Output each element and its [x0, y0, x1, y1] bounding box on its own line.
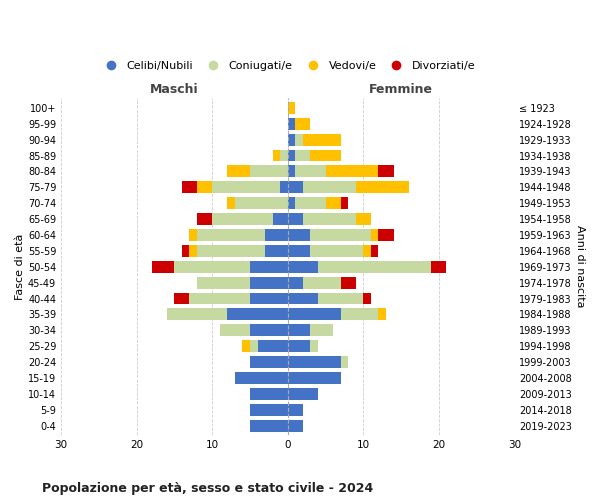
Bar	[280, 182, 288, 194]
Bar	[364, 245, 371, 257]
Text: Maschi: Maschi	[150, 83, 199, 96]
Bar	[250, 166, 288, 177]
Bar	[295, 150, 310, 162]
Bar	[295, 166, 326, 177]
Bar	[310, 245, 364, 257]
Bar	[288, 261, 318, 272]
Bar	[250, 420, 288, 432]
Bar	[288, 245, 310, 257]
Bar	[250, 356, 288, 368]
Bar	[288, 420, 303, 432]
Bar	[250, 276, 288, 288]
Bar	[371, 229, 379, 241]
Bar	[341, 308, 379, 320]
Bar	[379, 166, 394, 177]
Bar	[197, 182, 212, 194]
Bar	[318, 261, 431, 272]
Bar	[227, 197, 235, 209]
Bar	[250, 404, 288, 415]
Bar	[235, 197, 288, 209]
Bar	[250, 261, 288, 272]
Bar	[190, 292, 250, 304]
Bar	[379, 308, 386, 320]
Text: Femmine: Femmine	[369, 83, 433, 96]
Y-axis label: Fasce di età: Fasce di età	[15, 234, 25, 300]
Bar	[310, 150, 341, 162]
Bar	[371, 245, 379, 257]
Bar	[310, 340, 318, 352]
Bar	[341, 197, 348, 209]
Bar	[288, 388, 318, 400]
Bar	[197, 213, 212, 225]
Bar	[167, 308, 227, 320]
Bar	[175, 261, 250, 272]
Bar	[175, 292, 190, 304]
Bar	[303, 134, 341, 145]
Bar	[250, 292, 288, 304]
Bar	[326, 197, 341, 209]
Bar	[288, 356, 341, 368]
Bar	[356, 182, 409, 194]
Bar	[152, 261, 175, 272]
Bar	[212, 213, 272, 225]
Bar	[288, 134, 295, 145]
Bar	[379, 229, 394, 241]
Bar	[212, 182, 280, 194]
Bar	[190, 229, 197, 241]
Bar	[265, 229, 288, 241]
Bar	[272, 150, 280, 162]
Text: Popolazione per età, sesso e stato civile - 2024: Popolazione per età, sesso e stato civil…	[42, 482, 373, 495]
Bar	[288, 150, 295, 162]
Bar	[303, 276, 341, 288]
Bar	[242, 340, 250, 352]
Bar	[318, 292, 364, 304]
Bar	[227, 308, 288, 320]
Bar	[197, 229, 265, 241]
Bar	[341, 356, 348, 368]
Bar	[288, 229, 310, 241]
Bar	[288, 308, 341, 320]
Bar	[288, 276, 303, 288]
Bar	[250, 340, 257, 352]
Bar	[288, 102, 295, 114]
Bar	[288, 324, 310, 336]
Legend: Celibi/Nubili, Coniugati/e, Vedovi/e, Divorziati/e: Celibi/Nubili, Coniugati/e, Vedovi/e, Di…	[95, 56, 480, 76]
Bar	[235, 372, 288, 384]
Bar	[288, 166, 295, 177]
Bar	[257, 340, 288, 352]
Bar	[182, 245, 190, 257]
Bar	[197, 245, 265, 257]
Bar	[295, 134, 303, 145]
Bar	[250, 388, 288, 400]
Bar	[295, 118, 310, 130]
Bar	[288, 197, 295, 209]
Bar	[303, 213, 356, 225]
Bar	[310, 229, 371, 241]
Bar	[220, 324, 250, 336]
Bar	[364, 292, 371, 304]
Bar	[288, 404, 303, 415]
Bar	[288, 118, 295, 130]
Bar	[288, 340, 310, 352]
Bar	[356, 213, 371, 225]
Bar	[303, 182, 356, 194]
Bar	[227, 166, 250, 177]
Bar	[288, 372, 341, 384]
Bar	[310, 324, 333, 336]
Y-axis label: Anni di nascita: Anni di nascita	[575, 226, 585, 308]
Bar	[431, 261, 446, 272]
Bar	[265, 245, 288, 257]
Bar	[250, 324, 288, 336]
Bar	[272, 213, 288, 225]
Bar	[326, 166, 379, 177]
Bar	[182, 182, 197, 194]
Bar	[341, 276, 356, 288]
Bar	[197, 276, 250, 288]
Bar	[280, 150, 288, 162]
Bar	[288, 292, 318, 304]
Bar	[288, 182, 303, 194]
Bar	[295, 197, 326, 209]
Bar	[190, 245, 197, 257]
Bar	[288, 213, 303, 225]
